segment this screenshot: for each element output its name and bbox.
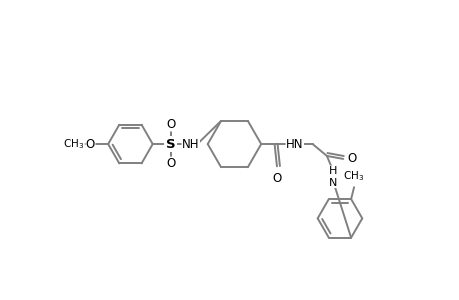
Text: O: O [166,157,175,170]
Text: HN: HN [285,138,303,151]
Text: H
N: H N [329,166,337,188]
Text: O: O [166,118,175,131]
Text: CH$_3$: CH$_3$ [63,137,84,151]
Text: S: S [165,138,175,151]
Text: O: O [86,138,95,151]
Text: CH$_3$: CH$_3$ [343,169,364,183]
Text: O: O [347,152,356,165]
Text: O: O [272,172,281,185]
Text: NH: NH [182,138,199,151]
